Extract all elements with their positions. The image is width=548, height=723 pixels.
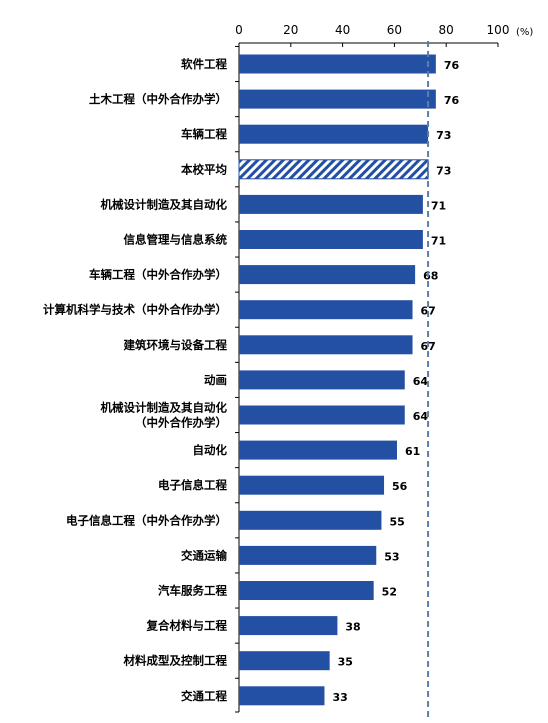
category-label: 电子信息工程 — [158, 478, 227, 492]
bar — [239, 581, 374, 600]
category-label: 复合材料与工程 — [146, 619, 228, 633]
category-label: 机械设计制造及其自动化 — [101, 401, 228, 415]
category-label: 车辆工程 — [181, 127, 227, 141]
category-label: 动画 — [204, 373, 227, 387]
value-label: 33 — [332, 691, 347, 704]
value-label: 55 — [389, 515, 404, 528]
bar — [239, 686, 325, 706]
value-label: 64 — [413, 410, 429, 423]
category-label: 计算机科学与技术（中外合作办学） — [43, 303, 227, 317]
bar — [239, 370, 405, 390]
bar — [239, 300, 413, 320]
bar — [239, 616, 338, 636]
category-label: 交通工程 — [181, 689, 227, 703]
value-label: 64 — [413, 375, 429, 388]
value-label: 61 — [405, 445, 420, 458]
bar — [239, 124, 429, 144]
value-label: 73 — [436, 129, 451, 142]
category-label: 自动化 — [193, 443, 228, 457]
value-label: 71 — [431, 235, 446, 248]
category-label: （中外合作办学） — [135, 416, 227, 430]
category-label: 信息管理与信息系统 — [124, 233, 228, 247]
category-label: 材料成型及控制工程 — [124, 654, 228, 668]
value-label: 52 — [382, 586, 397, 599]
bar — [239, 475, 385, 495]
bar — [239, 510, 382, 530]
x-tick-label: 0 — [235, 23, 243, 37]
category-label: 本校平均 — [181, 162, 227, 176]
category-label: 建筑环境与设备工程 — [124, 338, 228, 352]
category-label: 电子信息工程（中外合作办学） — [66, 513, 227, 527]
category-label: 机械设计制造及其自动化 — [101, 197, 228, 211]
category-label: 汽车服务工程 — [158, 584, 227, 598]
x-tick-label: 80 — [439, 23, 454, 37]
value-label: 56 — [392, 480, 408, 493]
category-label: 交通运输 — [181, 548, 227, 562]
category-label: 土木工程（中外合作办学） — [89, 92, 227, 106]
bar — [239, 440, 397, 460]
bar — [239, 405, 405, 425]
value-label: 38 — [345, 621, 360, 634]
bar — [239, 651, 330, 671]
bar — [239, 230, 423, 249]
bar — [239, 545, 377, 565]
value-label: 71 — [431, 199, 446, 212]
x-tick-label: 100 — [487, 23, 510, 37]
value-label: 53 — [384, 550, 399, 563]
bar — [239, 194, 423, 214]
value-label: 35 — [338, 656, 353, 669]
bar — [239, 335, 413, 355]
value-label: 76 — [444, 59, 460, 72]
category-label: 软件工程 — [181, 57, 227, 71]
value-label: 73 — [436, 164, 451, 177]
unit-label: (%) — [516, 27, 533, 38]
bars-layer — [238, 54, 436, 706]
labels-layer: 软件工程 76 土木工程（中外合作办学） 76 车辆工程 73 本校平均 73 机械设计制造及其… — [43, 57, 459, 704]
category-label: 车辆工程（中外合作办学） — [89, 268, 227, 282]
bar — [239, 89, 436, 109]
value-label: 68 — [423, 270, 438, 283]
x-tick-label: 60 — [387, 23, 402, 37]
value-label: 76 — [444, 94, 460, 107]
x-tick-label: 20 — [283, 23, 298, 37]
bar — [239, 265, 416, 285]
bar — [239, 54, 436, 74]
bar-average — [238, 159, 429, 180]
axis-layer: 0 20 40 60 80 100 (%) — [235, 23, 533, 713]
x-tick-label: 40 — [335, 23, 350, 37]
